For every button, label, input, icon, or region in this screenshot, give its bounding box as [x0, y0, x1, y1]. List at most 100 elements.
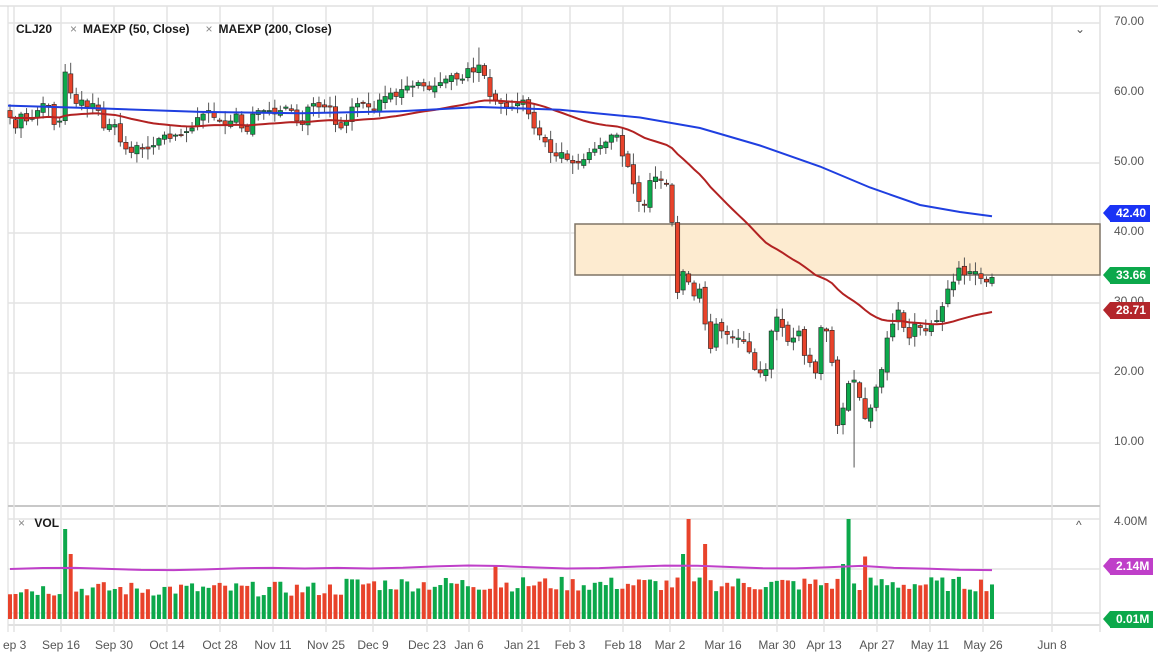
- volume-bar: [752, 589, 757, 619]
- volume-bar: [476, 589, 481, 619]
- candle-body: [537, 127, 543, 136]
- volume-bar: [344, 578, 349, 619]
- volume-bar: [658, 590, 663, 619]
- candle-body: [939, 306, 945, 322]
- candle-body: [388, 92, 394, 100]
- chevron-down-icon[interactable]: ⌄: [1075, 22, 1086, 36]
- candle-body: [950, 281, 956, 291]
- candle-body: [117, 123, 123, 143]
- symbol-label[interactable]: CLJ20: [16, 22, 53, 36]
- volume-bar: [151, 595, 156, 619]
- volume-bar: [603, 585, 608, 619]
- date-axis-label: Jan 6: [454, 638, 484, 652]
- candle-body: [724, 331, 730, 335]
- volume-bar: [973, 591, 978, 619]
- volume-bar: [708, 580, 713, 619]
- volume-bar: [548, 588, 553, 619]
- volume-bar: [703, 544, 708, 619]
- volume-bar: [350, 579, 355, 619]
- volume-bar: [300, 592, 305, 619]
- date-axis-label: Apr 13: [806, 638, 842, 652]
- candle-body: [608, 134, 614, 143]
- remove-ma50-icon[interactable]: ×: [70, 22, 78, 36]
- volume-bar: [63, 529, 68, 619]
- ma200-legend-label[interactable]: MAEXP (200, Close): [218, 22, 332, 36]
- candle-body: [134, 145, 140, 155]
- volume-bar: [333, 594, 338, 619]
- candle-body: [961, 265, 967, 276]
- candle-body: [857, 382, 863, 398]
- volume-bar: [432, 586, 437, 619]
- volume-bar: [697, 577, 702, 619]
- volume-bar: [890, 582, 895, 619]
- candle-body: [355, 103, 361, 108]
- candle-body: [630, 164, 636, 185]
- candle-body: [581, 159, 587, 166]
- volume-bar: [228, 590, 233, 619]
- volume-bar: [383, 580, 388, 619]
- candle-body: [879, 369, 885, 388]
- volume-bar: [929, 577, 934, 619]
- volume-bar: [217, 582, 222, 619]
- volume-bar: [901, 584, 906, 619]
- candle-body: [62, 71, 68, 122]
- date-axis-label: Dec 23: [407, 638, 447, 652]
- volume-bar: [863, 556, 868, 619]
- volume-bar: [206, 587, 211, 619]
- candle-body: [868, 407, 874, 422]
- volume-bar: [24, 589, 29, 619]
- candle-body: [266, 110, 272, 113]
- candle-body: [768, 330, 774, 370]
- candle-body: [51, 104, 57, 125]
- candle-body: [812, 361, 818, 374]
- candle-body: [432, 85, 438, 93]
- candle-body: [641, 203, 647, 206]
- chevron-up-icon[interactable]: ^: [1076, 518, 1082, 532]
- candle-body: [13, 119, 19, 129]
- volume-label[interactable]: VOL: [34, 516, 60, 530]
- candle-body: [217, 119, 223, 122]
- candle-body: [619, 135, 625, 157]
- candle-body: [967, 271, 973, 274]
- volume-bar: [923, 584, 928, 619]
- ma50-legend-label[interactable]: MAEXP (50, Close): [83, 22, 190, 36]
- volume-bar: [74, 591, 79, 619]
- volume-bar: [487, 588, 492, 619]
- candle-body: [382, 96, 388, 103]
- volume-bar: [195, 591, 200, 619]
- price-axis-label: 10.00: [1114, 434, 1145, 448]
- candle-body: [559, 152, 565, 159]
- volume-bar: [896, 587, 901, 619]
- candle-body: [73, 94, 79, 104]
- candle-body: [481, 65, 487, 76]
- candle-body: [553, 152, 559, 157]
- volume-bar: [112, 588, 117, 619]
- candle-body: [421, 82, 427, 87]
- volume-bar: [96, 583, 101, 619]
- remove-ma200-icon[interactable]: ×: [205, 22, 213, 36]
- candle-body: [504, 102, 510, 108]
- date-axis-label: Oct 14: [149, 638, 185, 652]
- candle-body: [757, 369, 763, 374]
- candle-body: [244, 126, 250, 132]
- volume-bar: [852, 583, 857, 619]
- candle-body: [702, 286, 708, 325]
- volume-bar: [46, 593, 51, 619]
- volume-bar: [443, 577, 448, 619]
- volume-bar: [388, 589, 393, 619]
- volume-bar: [250, 581, 255, 619]
- remove-volume-icon[interactable]: ×: [18, 516, 26, 530]
- candle-body: [763, 369, 769, 376]
- candle-body: [338, 122, 344, 129]
- volume-bar: [305, 586, 310, 619]
- candle-body: [200, 113, 206, 121]
- ma200-price-tag: 42.40: [1102, 205, 1151, 222]
- candle-body: [7, 110, 13, 118]
- volume-bar: [123, 594, 128, 619]
- volume-bar: [907, 588, 912, 619]
- volume-bar: [719, 586, 724, 619]
- candle-body: [542, 137, 548, 143]
- candle-body: [189, 127, 195, 132]
- volume-bar: [570, 579, 575, 619]
